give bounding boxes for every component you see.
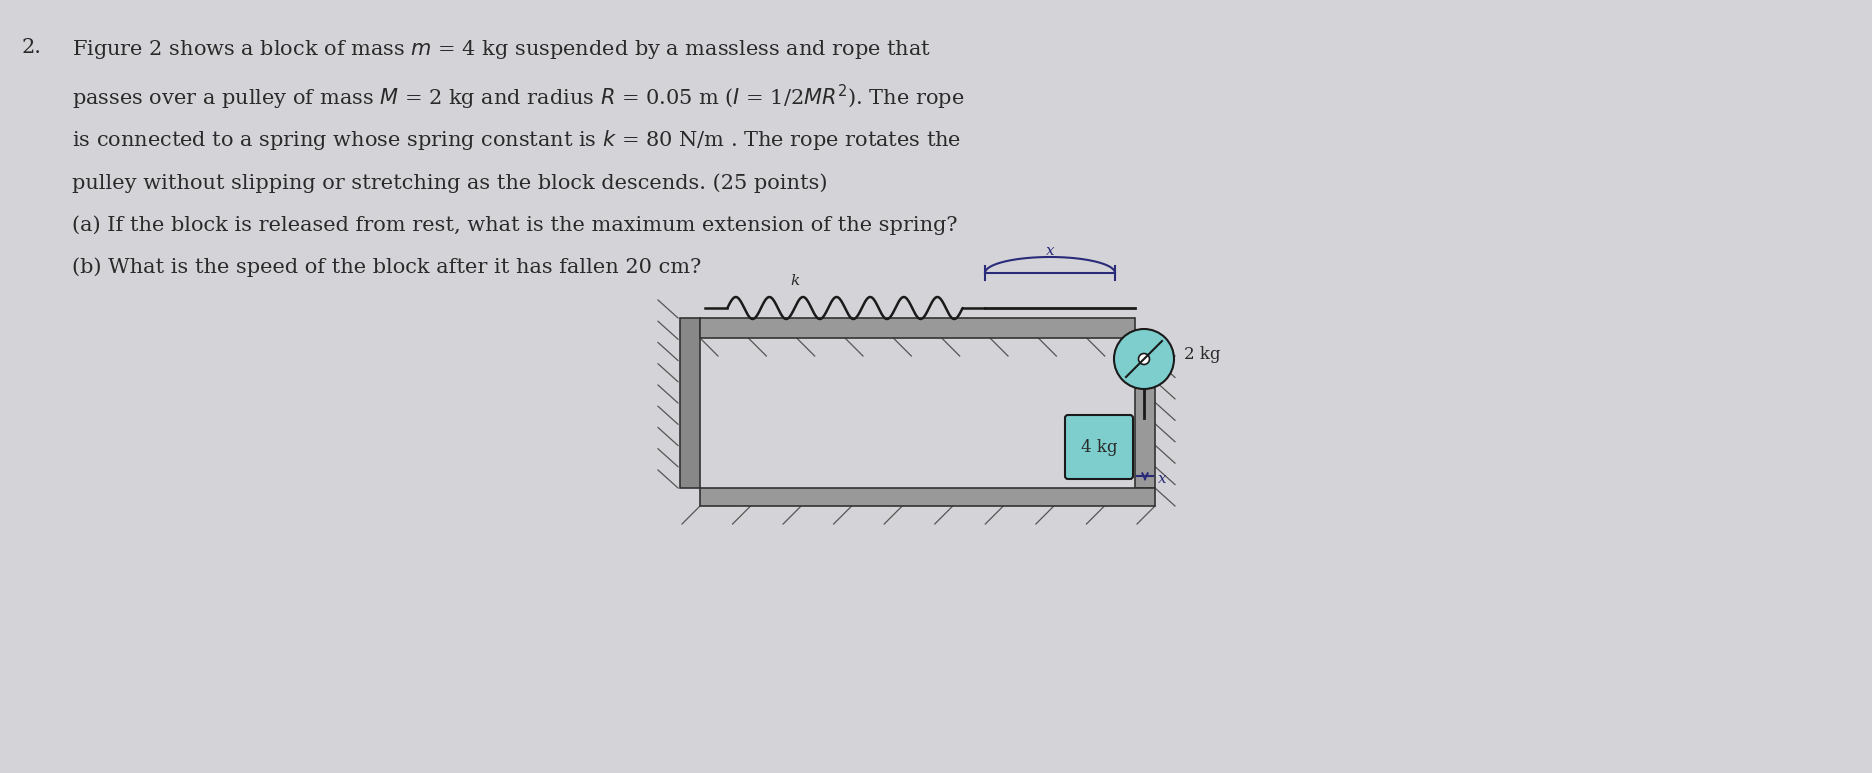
Bar (700, 318, 1134, 338)
Text: x: x (1046, 244, 1054, 258)
Text: is connected to a spring whose spring constant is $k$ = 80 N/m . The rope rotate: is connected to a spring whose spring co… (71, 128, 960, 152)
Text: Figure 2 shows a block of mass $m$ = 4 kg suspended by a massless and rope that: Figure 2 shows a block of mass $m$ = 4 k… (71, 38, 930, 61)
Text: k: k (790, 274, 799, 288)
Text: 2 kg: 2 kg (1183, 346, 1221, 363)
Text: x: x (1159, 472, 1166, 485)
Circle shape (1138, 353, 1149, 365)
Bar (1134, 338, 1155, 488)
Bar (700, 488, 1155, 506)
Text: 2.: 2. (22, 38, 41, 57)
Text: (a) If the block is released from rest, what is the maximum extension of the spr: (a) If the block is released from rest, … (71, 215, 957, 235)
FancyBboxPatch shape (1065, 415, 1133, 479)
Text: (b) What is the speed of the block after it has fallen 20 cm?: (b) What is the speed of the block after… (71, 257, 702, 277)
Circle shape (1114, 329, 1174, 389)
Text: pulley without slipping or stretching as the block descends. (25 points): pulley without slipping or stretching as… (71, 173, 827, 192)
Bar (680, 318, 700, 488)
Text: passes over a pulley of mass $M$ = 2 kg and radius $R$ = 0.05 m ($I$ = 1/2$MR^{2: passes over a pulley of mass $M$ = 2 kg … (71, 83, 964, 112)
Text: 4 kg: 4 kg (1080, 438, 1118, 455)
